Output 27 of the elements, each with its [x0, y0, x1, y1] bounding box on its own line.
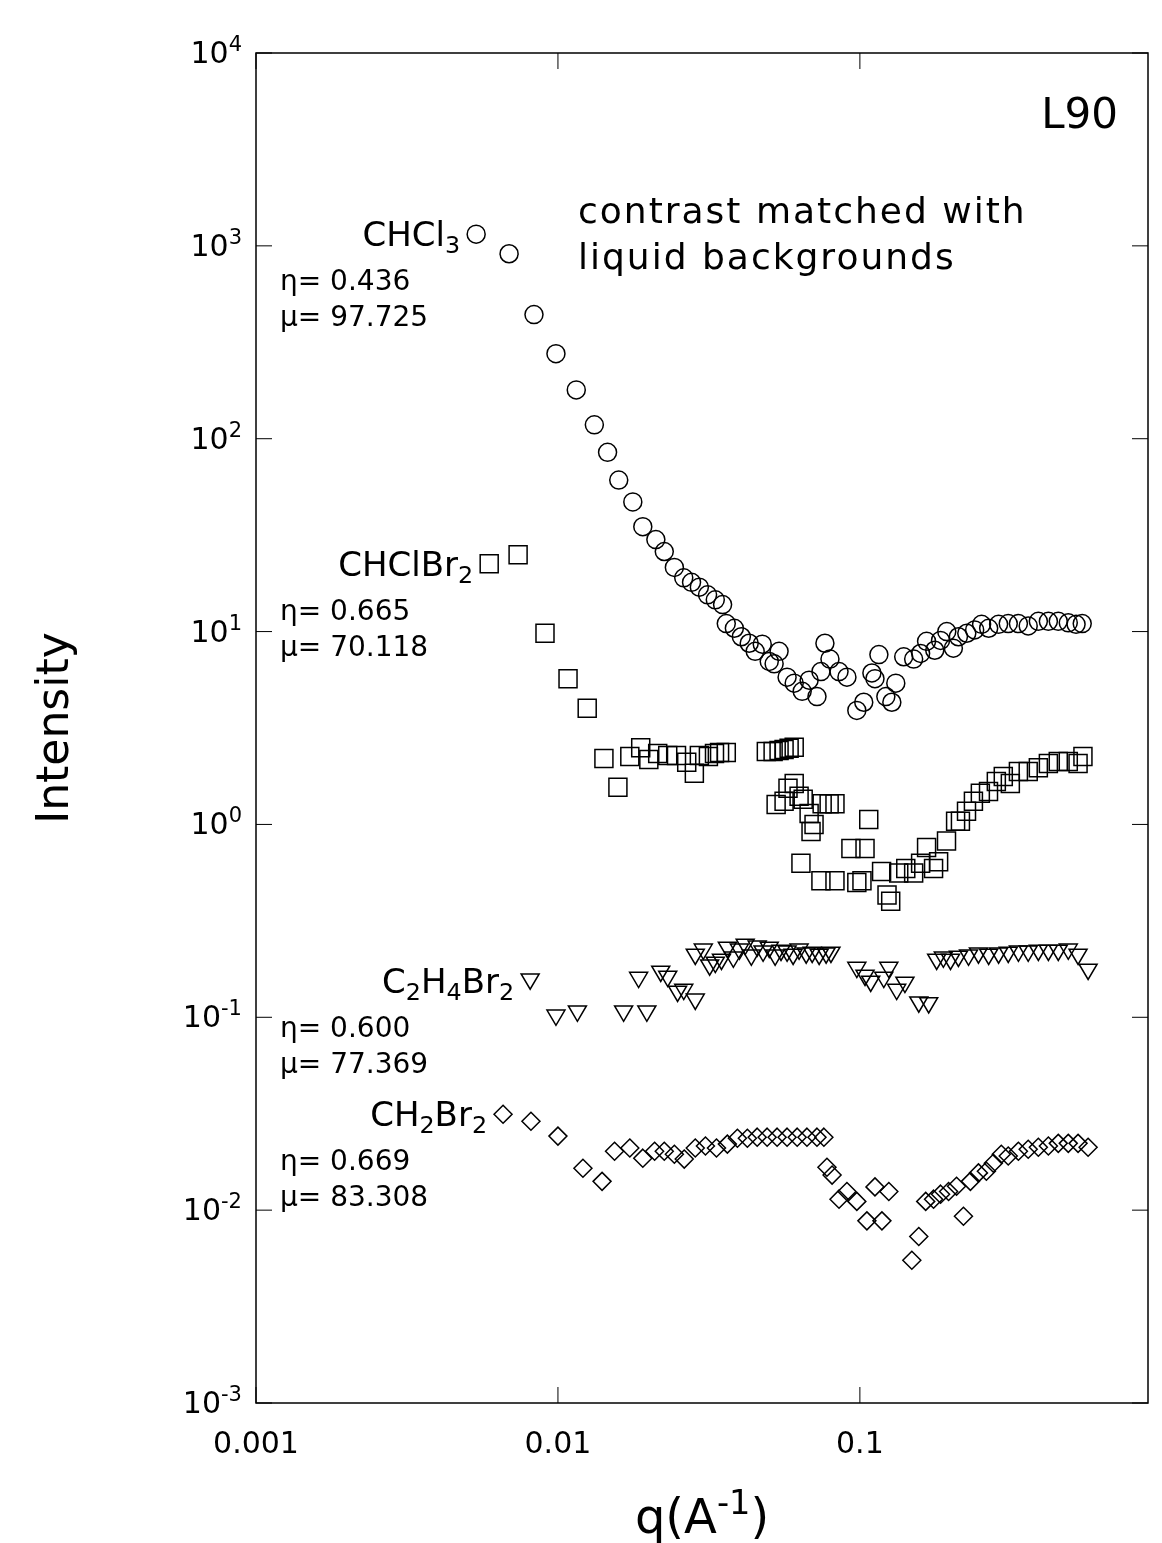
y-tick-label: 10$^{-1}$	[182, 996, 242, 1035]
annotation: μ= 97.725	[280, 300, 429, 334]
annotation: η= 0.600	[280, 1011, 411, 1045]
annotation: η= 0.436	[280, 264, 411, 298]
y-axis-title: Intensity	[27, 632, 78, 824]
annotation: μ= 83.308	[280, 1180, 429, 1214]
x-tick-label: 0.01	[524, 1425, 592, 1460]
y-tick-label: 10$^{1}$	[190, 611, 242, 649]
x-axis-title: q(A$^{-1}$)	[634, 1483, 770, 1543]
annotation: μ= 70.118	[280, 629, 429, 663]
x-tick-label: 0.001	[213, 1425, 299, 1460]
y-tick-label: 10$^{0}$	[190, 803, 242, 842]
y-tick-label: 10$^{-2}$	[182, 1189, 242, 1228]
series-label: C$_{2}$H$_{4}$Br$_{2}$	[382, 961, 515, 1007]
x-tick-label: 0.1	[836, 1425, 884, 1460]
y-tick-label: 10$^{2}$	[190, 418, 242, 456]
series-label: CH$_{2}$Br$_{2}$	[370, 1094, 488, 1140]
y-tick-label: 10$^{4}$	[190, 32, 242, 70]
annotation: μ= 77.369	[280, 1047, 429, 1081]
y-tick-label: 10$^{3}$	[190, 225, 242, 263]
y-tick-label: 10$^{-3}$	[182, 1382, 242, 1420]
series-label: CHClBr$_{2}$	[338, 543, 474, 589]
annotation: contrast matched with liquid backgrounds	[578, 190, 1027, 277]
annotation: η= 0.665	[280, 593, 411, 627]
annotation: η= 0.669	[280, 1144, 411, 1178]
series-label: CHCl$_{3}$	[362, 214, 461, 260]
annotation: L90	[1041, 89, 1118, 138]
